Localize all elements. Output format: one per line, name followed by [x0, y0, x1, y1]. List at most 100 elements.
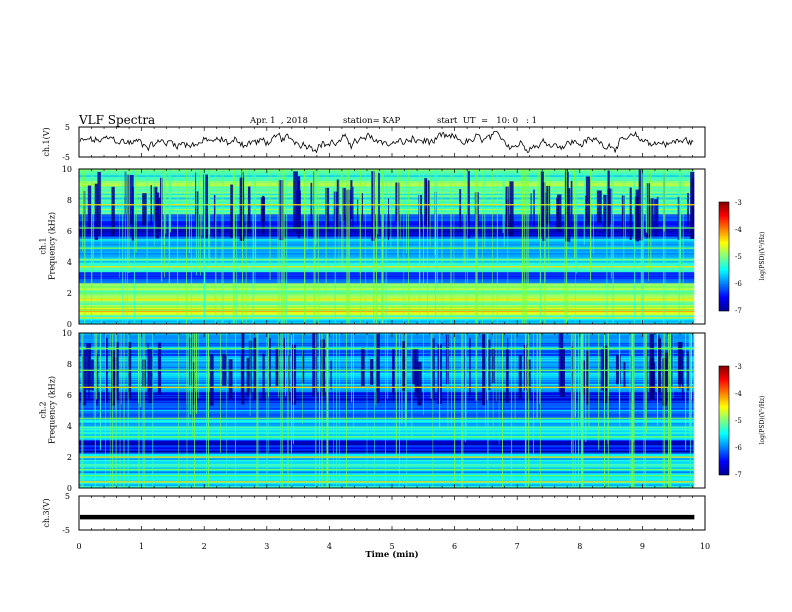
- quiet-column: [142, 193, 147, 226]
- quiet-column: [459, 189, 462, 232]
- spectral-stripe: [79, 458, 695, 460]
- quiet-column: [596, 190, 602, 224]
- spectral-stripe: [79, 186, 695, 188]
- spectral-stripe: [79, 413, 695, 416]
- spectral-stripe: [79, 430, 695, 432]
- quiet-column: [283, 338, 286, 389]
- spectral-stripe: [79, 365, 695, 367]
- quiet-column: [275, 347, 279, 386]
- narrowband-line-3: [79, 456, 695, 458]
- spectral-stripe: [79, 471, 695, 474]
- x-tick-label-7: 7: [515, 542, 520, 551]
- quiet-column: [157, 197, 162, 232]
- quiet-column: [293, 171, 298, 231]
- quiet-column: [487, 339, 491, 391]
- ch3-ytick-bottom: -5: [62, 526, 70, 535]
- spectral-stripe: [79, 206, 695, 209]
- spectral-stripe: [79, 225, 695, 227]
- quiet-column: [568, 188, 571, 242]
- date-label: Apr. 1 , 2018: [250, 116, 308, 126]
- quiet-column: [253, 337, 257, 400]
- quiet-column: [193, 362, 195, 405]
- spectral-stripe: [79, 350, 695, 352]
- quiet-column: [361, 193, 363, 222]
- spectral-stripe: [79, 344, 695, 347]
- spectral-stripe: [79, 245, 695, 248]
- narrowband-line-8: [79, 347, 695, 350]
- spectral-stripe: [79, 372, 695, 374]
- spectral-stripe: [79, 448, 695, 451]
- spectral-stripe: [79, 480, 695, 482]
- spectral-stripe: [79, 396, 695, 399]
- quiet-column: [297, 176, 301, 225]
- spectral-stripe: [79, 383, 695, 385]
- spectral-stripe: [79, 363, 695, 366]
- narrowband-line-4: [79, 292, 695, 294]
- x-tick-label-1: 1: [139, 542, 144, 551]
- quiet-column: [530, 193, 532, 222]
- ch2-spectrogram-image: [79, 333, 705, 488]
- spectral-stripe: [79, 432, 695, 434]
- quiet-column: [213, 194, 216, 238]
- quiet-column: [670, 334, 673, 389]
- spectral-stripe: [79, 223, 695, 226]
- spectral-stripe: [79, 387, 695, 389]
- quiet-column: [96, 353, 99, 406]
- ch1-colorbar-gradient: [718, 201, 730, 312]
- spectral-stripe: [79, 408, 695, 410]
- ch1-ytick-8: 8: [67, 196, 72, 205]
- spectral-stripe: [79, 385, 695, 388]
- quiet-column: [585, 195, 587, 230]
- quiet-column: [623, 361, 626, 388]
- quiet-column: [432, 338, 435, 399]
- x-tick-label-5: 5: [389, 542, 394, 551]
- spectral-stripe: [79, 486, 695, 488]
- spectral-stripe: [79, 271, 695, 274]
- x-tick-label-2: 2: [202, 542, 207, 551]
- spectral-stripe: [79, 171, 695, 174]
- quiet-column: [542, 182, 546, 242]
- ch1-ytick-6: 6: [67, 227, 72, 236]
- spectral-stripe: [79, 463, 695, 466]
- ch2-colorbar: -3 -4 -5 -6 -7 log(PSD)(V²/Hz): [718, 363, 766, 479]
- quiet-column: [615, 354, 621, 385]
- spectral-stripe: [79, 467, 695, 470]
- quiet-column: [210, 354, 214, 406]
- quiet-column: [657, 338, 662, 393]
- quiet-column: [445, 334, 449, 385]
- spectral-stripe: [79, 244, 695, 246]
- quiet-column: [509, 181, 514, 237]
- spectral-stripe: [79, 238, 695, 241]
- spectral-stripe: [79, 415, 695, 417]
- quiet-column: [129, 174, 134, 225]
- spectral-stripe: [79, 339, 695, 341]
- spectral-stripe: [79, 341, 695, 343]
- spectral-stripe: [79, 398, 695, 401]
- ch1-cbar-tick-m4: -4: [735, 226, 742, 234]
- ch1-frequency-ylabel: ch.1Frequency (kHz): [39, 212, 57, 280]
- quiet-column: [203, 174, 208, 239]
- narrowband-line-9: [79, 204, 695, 206]
- ch1-spectrogram-panel: 0 2 4 6 8 10 ch.1Frequency (kHz) -3 -4 -…: [39, 165, 766, 329]
- spectral-stripe: [79, 359, 695, 362]
- quiet-column: [556, 194, 562, 232]
- spectral-stripe: [79, 460, 695, 462]
- narrowband-line-0: [79, 317, 695, 319]
- spectral-stripe: [79, 188, 695, 190]
- spectral-stripe: [79, 422, 695, 425]
- ch1-ytick-4: 4: [67, 258, 72, 267]
- spectral-stripe: [79, 195, 695, 197]
- quiet-column: [527, 359, 531, 400]
- spectral-stripe: [79, 322, 695, 324]
- x-tick-label-0: 0: [76, 542, 81, 551]
- spectral-stripe: [79, 294, 695, 296]
- spectral-stripe: [79, 439, 695, 441]
- ch2-cbar-tick-m5: -5: [735, 417, 742, 425]
- ch1-cbar-tick-m6: -6: [735, 280, 742, 288]
- narrowband-line-6: [79, 386, 695, 389]
- spectral-stripe: [79, 204, 695, 207]
- ch2-ytick-6: 6: [67, 391, 72, 400]
- narrowband-line-6: [79, 266, 695, 268]
- ch1-ytick-2: 2: [67, 289, 72, 298]
